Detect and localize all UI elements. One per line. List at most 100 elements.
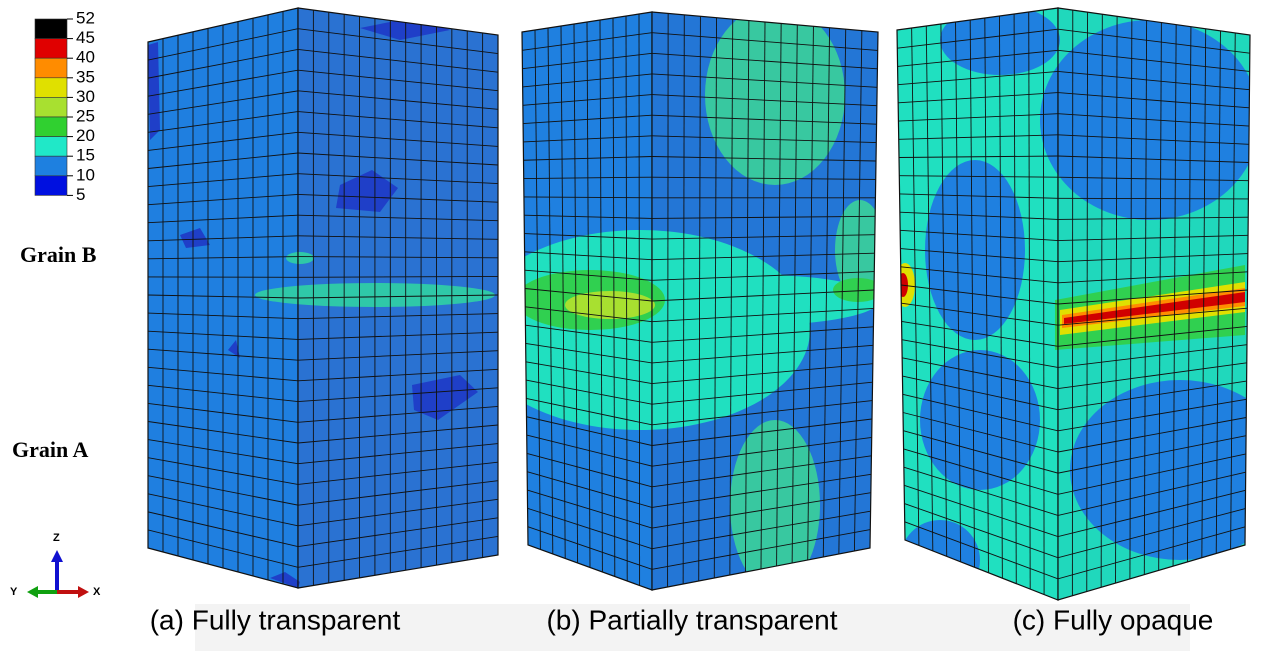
mesh-line	[148, 28, 298, 61]
mesh-line	[298, 256, 498, 259]
mesh-line	[652, 492, 871, 529]
axis-letter: Z	[53, 532, 60, 544]
mesh-blocks	[147, 7, 1251, 601]
contour-region	[730, 420, 820, 590]
mesh-line	[298, 48, 498, 73]
mesh-line	[525, 324, 652, 343]
mesh-line	[897, 49, 1058, 67]
mesh-face	[298, 8, 498, 588]
mesh-line	[1058, 417, 1247, 453]
caption: (c) Fully opaque	[1013, 604, 1214, 635]
mesh-line	[298, 498, 498, 527]
mesh-face	[897, 8, 1058, 600]
mesh-line	[526, 452, 652, 488]
mesh-line	[652, 252, 875, 261]
contour-region	[1070, 380, 1250, 560]
contour-region	[835, 200, 878, 300]
mesh-line	[902, 357, 1058, 390]
mesh-face	[652, 12, 878, 590]
mesh-line	[525, 379, 652, 405]
mesh-line	[522, 73, 652, 88]
mesh-line	[904, 484, 1058, 537]
mesh-line	[298, 461, 498, 485]
grain-label: Grain A	[12, 437, 89, 462]
mesh-line	[652, 510, 871, 550]
mesh-face	[522, 12, 652, 590]
mesh-line	[148, 235, 298, 242]
contour-region	[270, 572, 298, 588]
mesh-line	[148, 457, 298, 485]
legend-label: 35	[76, 67, 95, 86]
y-arrowhead	[27, 586, 38, 598]
mesh-line	[1058, 92, 1250, 109]
axis-letter: Y	[10, 586, 18, 598]
mesh-line	[298, 517, 498, 548]
mesh-line	[148, 294, 298, 299]
mesh-line	[898, 92, 1058, 104]
contour-region	[920, 350, 1040, 490]
mesh-line	[1058, 453, 1246, 495]
mesh-line	[148, 493, 298, 527]
contour-region	[298, 252, 314, 264]
mesh-line	[148, 152, 298, 169]
mesh-line	[298, 214, 498, 222]
mesh-line	[148, 48, 298, 79]
contour-region	[900, 520, 980, 600]
mesh-line	[652, 114, 877, 125]
mesh-line	[148, 193, 298, 206]
mesh-line	[1058, 49, 1250, 72]
contour-region	[1064, 292, 1245, 324]
contour-region	[336, 170, 398, 212]
mesh-line	[298, 152, 498, 166]
mesh-line	[523, 135, 652, 143]
legend-label: 40	[76, 48, 95, 67]
mesh-line	[904, 521, 1058, 580]
mesh-line	[900, 266, 1058, 284]
mesh-line	[298, 28, 498, 55]
mesh-line	[526, 434, 652, 467]
mesh-line	[522, 52, 652, 70]
mesh-line	[900, 248, 1058, 263]
mesh-line	[652, 73, 878, 88]
mesh-line	[652, 307, 874, 323]
mesh-line	[148, 384, 298, 403]
mesh-line	[148, 475, 298, 506]
mesh-line	[898, 113, 1058, 122]
legend-label: 5	[76, 185, 85, 204]
mesh-line	[298, 331, 498, 340]
mesh-line	[652, 326, 874, 343]
axis-triad: Z X Y	[10, 532, 101, 598]
legend-label: 30	[76, 87, 95, 106]
mesh-line	[1058, 216, 1249, 220]
mesh-line	[903, 448, 1058, 495]
mesh-line	[527, 489, 652, 529]
mesh-line	[904, 503, 1058, 559]
contour-region	[180, 228, 210, 248]
mesh-line	[1058, 197, 1249, 200]
legend-label: 20	[76, 126, 95, 145]
mesh-line	[1058, 134, 1249, 145]
mesh-line	[148, 131, 298, 151]
mesh-line	[652, 135, 877, 144]
mesh-line	[148, 366, 298, 382]
mesh-line	[298, 131, 498, 147]
caption: (b) Partially transparent	[546, 604, 837, 635]
mesh-line	[903, 430, 1058, 474]
mesh-line	[1058, 113, 1250, 127]
legend-swatch	[34, 136, 68, 157]
mesh-line	[298, 480, 498, 506]
mesh-face	[1058, 8, 1250, 600]
mesh-line	[900, 284, 1058, 305]
mesh-block	[147, 7, 499, 589]
mesh-line	[901, 339, 1058, 368]
mesh-line	[652, 344, 874, 364]
mesh-line	[298, 275, 498, 278]
mesh-line	[527, 507, 652, 550]
mesh-line	[524, 214, 652, 219]
mesh-line	[902, 393, 1058, 432]
mesh-line	[1058, 471, 1246, 516]
mesh-line	[523, 176, 652, 180]
mesh-line	[900, 229, 1058, 242]
